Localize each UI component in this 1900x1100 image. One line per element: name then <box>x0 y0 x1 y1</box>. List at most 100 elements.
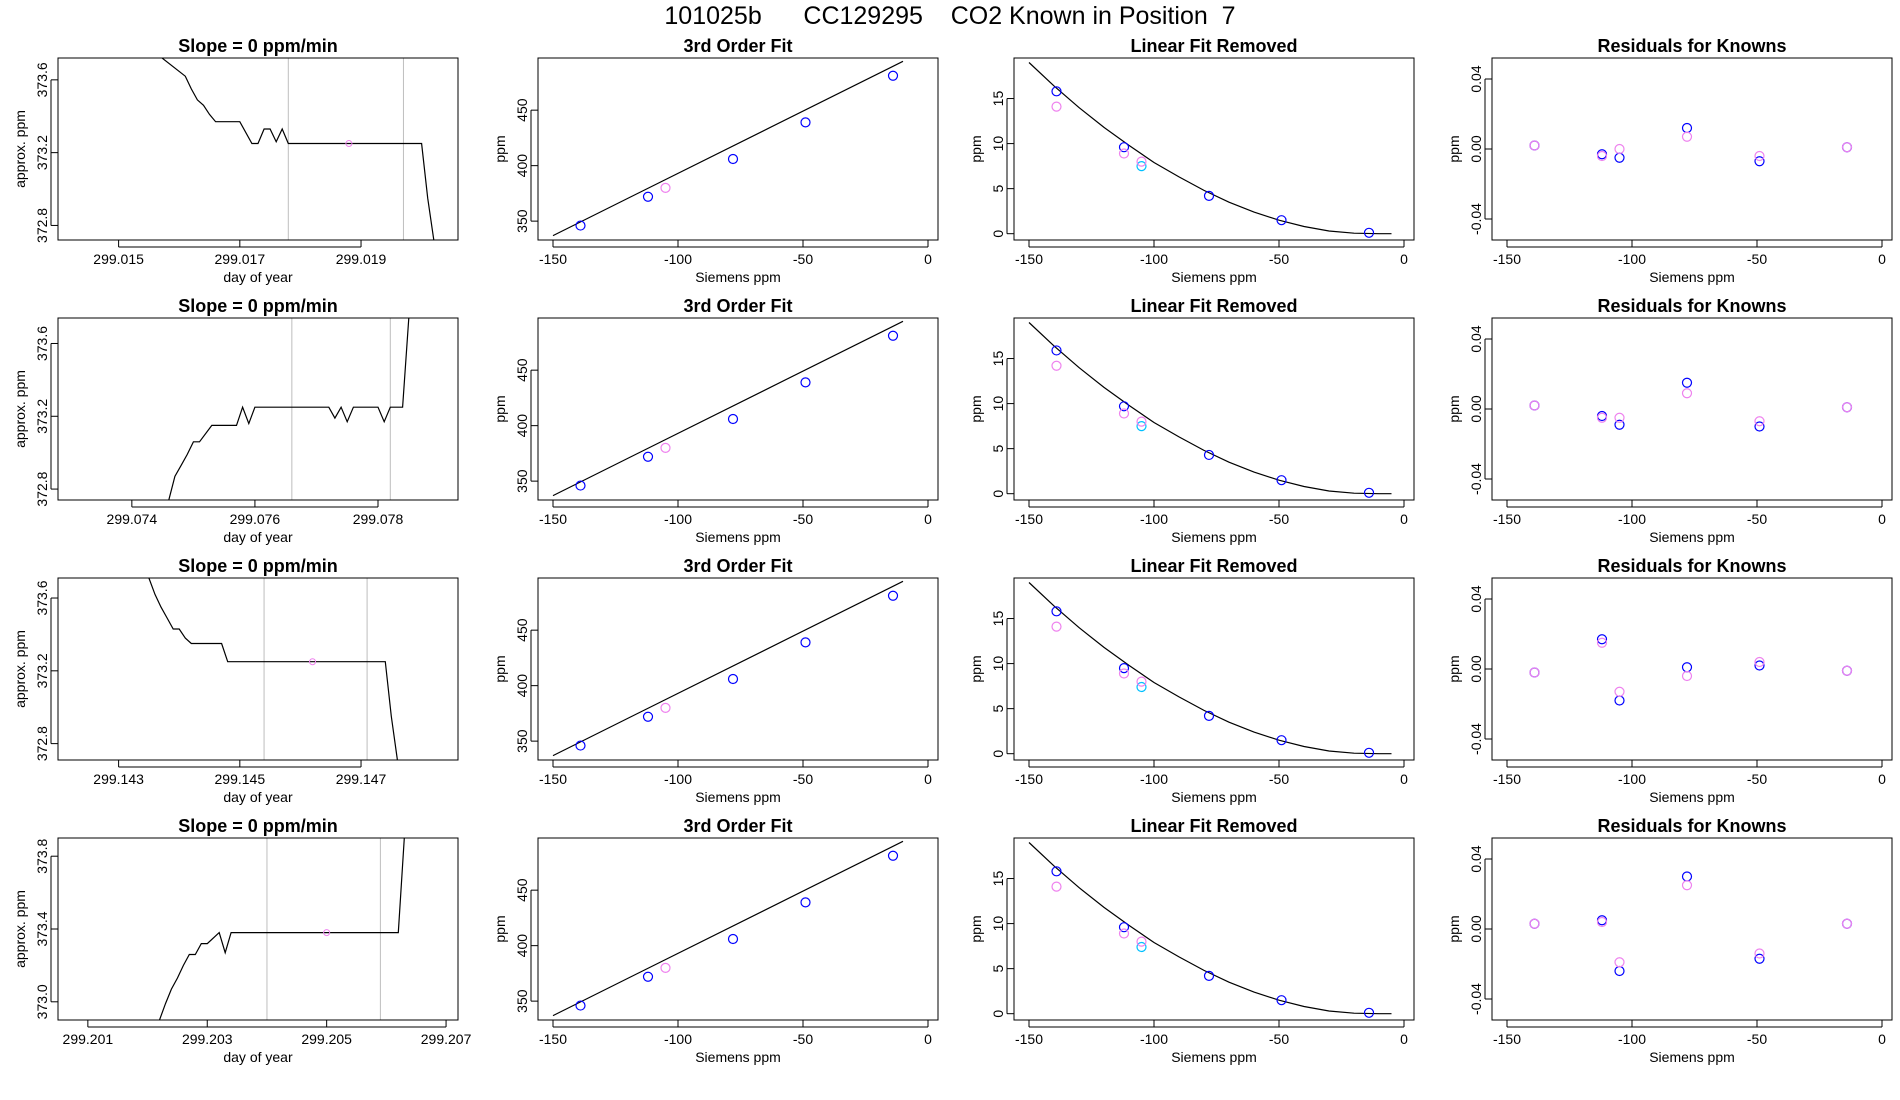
x-tick-label: -50 <box>1747 771 1767 787</box>
x-tick-label: 299.076 <box>230 511 281 527</box>
y-tick-label: 0.04 <box>1468 845 1484 872</box>
data-point <box>887 330 899 341</box>
data-point <box>1276 475 1287 486</box>
plot-area <box>1028 582 1392 758</box>
data-point <box>1596 412 1608 423</box>
data-point <box>1614 412 1625 423</box>
data-point <box>727 153 739 165</box>
fit-line <box>1028 62 1392 235</box>
x-tick-label: 299.017 <box>215 251 266 267</box>
data-point <box>1614 686 1625 697</box>
fit-line <box>1028 842 1392 1015</box>
data-point <box>1118 408 1130 419</box>
x-tick-label: -100 <box>1140 511 1168 527</box>
x-tick-label: -100 <box>664 511 692 527</box>
data-point <box>1363 747 1375 758</box>
panel-title: Slope = 0 ppm/min <box>178 36 338 56</box>
data-point <box>1136 416 1147 427</box>
data-point <box>1203 970 1215 981</box>
panel-title: Slope = 0 ppm/min <box>178 816 338 836</box>
data-point <box>642 971 654 982</box>
x-axis-label: day of year <box>223 529 293 545</box>
panel-3-3: Residuals for Knowns -150 -100 -50 0 -0.04 0.0… <box>1446 816 1893 1065</box>
data-point <box>1841 142 1853 153</box>
x-tick-label: -150 <box>539 511 567 527</box>
y-tick-label: 15 <box>990 611 1006 627</box>
x-tick-label: -100 <box>1618 771 1646 787</box>
plot-area <box>168 318 410 500</box>
data-point <box>1754 656 1765 668</box>
y-tick-label: 0.04 <box>1468 585 1484 612</box>
data-point <box>1051 606 1062 617</box>
plot-frame <box>1491 837 1893 1021</box>
y-tick-label: 373.2 <box>34 399 50 434</box>
y-tick-label: -0.04 <box>1468 463 1484 495</box>
y-tick-label: 0 <box>990 490 1006 498</box>
panel-0-1: 3rd Order Fit -150 -100 -50 0 350 400 450 Siemen… <box>492 36 939 285</box>
panel-3-2: Linear Fit Removed -150 -100 -50 0 0 5 10 15 Siem… <box>968 816 1415 1065</box>
panel-title: 3rd Order Fit <box>683 816 792 836</box>
x-tick-label: 299.201 <box>63 1031 114 1047</box>
mean-marker <box>323 929 331 937</box>
panel-title: Linear Fit Removed <box>1130 36 1297 56</box>
data-point <box>800 637 811 648</box>
y-tick-label: 400 <box>514 414 530 438</box>
x-tick-label: -100 <box>1140 251 1168 267</box>
series-line <box>161 58 435 240</box>
plot-frame <box>1013 57 1415 241</box>
y-tick-label: 5 <box>990 445 1006 453</box>
y-tick-label: 15 <box>990 871 1006 887</box>
y-tick-label: -0.04 <box>1468 203 1484 235</box>
data-point <box>1614 419 1625 430</box>
data-point <box>1754 660 1765 671</box>
data-point <box>1136 941 1147 953</box>
figure-title: 101025b CC129295 CO2 Known in Position 7 <box>664 2 1236 30</box>
y-tick-label: 450 <box>514 618 530 642</box>
panel-title: Residuals for Knowns <box>1597 296 1786 316</box>
fit-line <box>1028 322 1392 495</box>
plot-frame <box>1491 57 1893 241</box>
x-axis-label: Siemens ppm <box>695 269 781 285</box>
data-point <box>1841 402 1853 413</box>
x-tick-label: 299.078 <box>353 511 404 527</box>
plot-area <box>148 578 398 760</box>
y-tick-label: 372.8 <box>34 208 50 243</box>
panel-title: Linear Fit Removed <box>1130 556 1297 576</box>
data-point <box>1596 150 1608 162</box>
y-tick-label: 373.8 <box>34 838 50 873</box>
data-point <box>1051 881 1062 892</box>
data-point <box>660 182 671 193</box>
data-point <box>800 897 811 908</box>
y-tick-label: -0.04 <box>1468 983 1484 1015</box>
plot-frame <box>1013 837 1415 1021</box>
fit-line <box>552 320 904 497</box>
y-tick-label: 5 <box>990 705 1006 713</box>
panel-title: 3rd Order Fit <box>683 296 792 316</box>
x-tick-label: -150 <box>539 771 567 787</box>
panel-1-1: 3rd Order Fit -150 -100 -50 0 350 400 450 Siemen… <box>492 296 939 545</box>
y-tick-label: 0.00 <box>1468 395 1484 422</box>
x-tick-label: -100 <box>1140 771 1168 787</box>
data-point <box>1596 637 1608 648</box>
plot-frame <box>57 837 459 1021</box>
plot-area <box>1529 634 1853 706</box>
x-tick-label: -150 <box>539 1031 567 1047</box>
y-tick-label: 10 <box>990 916 1006 932</box>
plot-area <box>552 580 904 757</box>
x-tick-label: -100 <box>664 771 692 787</box>
panel-title: Residuals for Knowns <box>1597 36 1786 56</box>
plot-area <box>552 60 904 237</box>
data-point <box>1051 101 1062 112</box>
x-axis-label: Siemens ppm <box>1649 269 1735 285</box>
data-point <box>1754 156 1765 167</box>
y-tick-label: 373.6 <box>34 326 50 361</box>
y-tick-label: 0 <box>990 1010 1006 1018</box>
plot-frame <box>57 57 459 241</box>
series-line <box>158 838 405 1020</box>
data-point <box>727 673 739 685</box>
x-tick-label: 299.145 <box>215 771 266 787</box>
data-point <box>1596 634 1608 645</box>
plot-area <box>1028 62 1392 238</box>
y-tick-label: 0.00 <box>1468 135 1484 162</box>
y-tick-label: 0.00 <box>1468 915 1484 942</box>
